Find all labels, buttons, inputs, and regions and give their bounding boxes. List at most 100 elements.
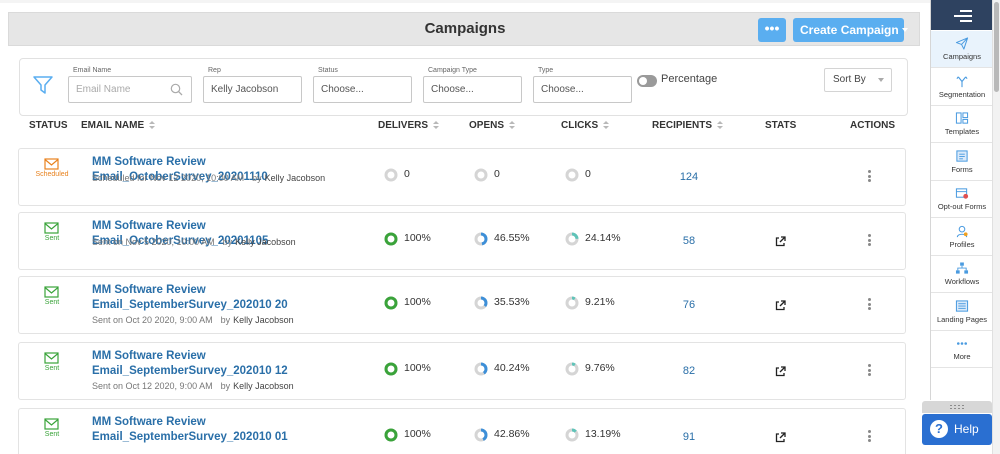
email-name-link[interactable]: MM Software Review Email_OctoberSurvey_2… [92, 156, 268, 183]
email-schedule-info: Sent on Oct 20 2020, 9:00 AM by Kelly Jaco… [92, 315, 294, 325]
recipients-link[interactable]: 76 [682, 299, 696, 311]
status-badge: Scheduled [35, 171, 69, 178]
sidebar-item-templates[interactable]: Templates [931, 106, 993, 143]
filter-funnel-icon[interactable] [32, 74, 54, 96]
email-name-link[interactable]: MM Software Review Email_SeptemberSurvey… [92, 416, 288, 443]
recipients-link[interactable]: 91 [682, 431, 696, 443]
email-name-input[interactable]: Email Name [68, 76, 192, 103]
col-opens[interactable]: OPENS [469, 120, 516, 131]
status-badge: Sent [44, 431, 60, 438]
col-clicks[interactable]: CLICKS [561, 120, 610, 131]
sidebar-item-forms[interactable]: Forms [931, 144, 993, 181]
sidebar-header [931, 0, 993, 30]
create-campaign-label: Create Campaign [800, 23, 899, 37]
rep-input[interactable]: Kelly Jacobson [203, 76, 302, 103]
email-schedule-info: Scheduled for Nov 12 2020, 10:00 AM by Kel… [92, 173, 325, 183]
kebab-menu-icon[interactable] [868, 364, 872, 376]
sidebar-item-label: Segmentation [938, 89, 986, 99]
external-link-icon[interactable] [775, 300, 786, 311]
campaign-row: Scheduled MM Software Review Email_Octobe… [18, 148, 906, 206]
sidebar-item-segmentation[interactable]: Segmentation [931, 69, 993, 106]
sort-by-select[interactable]: Sort By [824, 68, 892, 92]
delivers-value: 100% [404, 296, 431, 308]
email-name-link[interactable]: MM Software Review Email_SeptemberSurvey… [92, 350, 288, 377]
progress-ring-icon [565, 232, 579, 246]
by-label: by [252, 173, 262, 183]
by-label: by [220, 315, 231, 325]
sidebar-item-label: Opt-out Forms [937, 202, 987, 211]
envelope-icon [44, 158, 59, 170]
page-title: Campaigns [424, 20, 506, 37]
sidebar-item-opt-out-forms[interactable]: Opt-out Forms [931, 181, 993, 218]
status-select[interactable]: Choose... [313, 76, 412, 103]
clicks-value: 9.21% [585, 296, 615, 308]
sidebar-item-landing-pages[interactable]: Landing Pages [931, 294, 993, 331]
opt-out-forms-icon [955, 188, 969, 199]
question-mark-icon: ? [930, 420, 948, 438]
help-label: Help [954, 422, 979, 436]
campaign-row: Sent MM Software Review Email_SeptemberSu… [18, 276, 906, 334]
rep-name: Kelly Jacobson [233, 381, 294, 391]
forms-icon [956, 149, 968, 162]
send-date: Scheduled for Nov 12 2020, 10:00 AM [92, 173, 245, 183]
sidebar-item-workflows[interactable]: Workflows [931, 256, 993, 293]
percentage-toggle[interactable] [637, 75, 657, 87]
external-link-icon[interactable] [775, 366, 786, 377]
progress-ring-icon [384, 168, 398, 182]
status-badge: Sent [44, 365, 60, 372]
sort-by-label: Sort By [833, 74, 866, 85]
segmentation-icon [956, 76, 968, 87]
col-status: STATUS [29, 120, 68, 131]
status-badge: Sent [44, 235, 60, 242]
progress-ring-icon [565, 296, 579, 310]
sidebar-item-label: Workflows [944, 277, 980, 286]
help-drag-handle[interactable] [922, 401, 992, 413]
sidebar-item-profiles[interactable]: Profiles [931, 219, 993, 256]
campaign-row: Sent MM Software Review Email_OctoberSurv… [18, 212, 906, 270]
kebab-menu-icon[interactable] [868, 234, 872, 246]
kebab-menu-icon[interactable] [868, 170, 872, 182]
status-label: Status [318, 67, 338, 74]
email-schedule-info: Sent on Nov 5 2020, 10:00 AM by Kelly Jaco… [92, 237, 296, 247]
campaign-type-select[interactable]: Choose... [423, 76, 522, 103]
col-stats: STATS [765, 120, 797, 131]
delivers-value: 100% [404, 232, 431, 244]
email-name-filter: Email Name Email Name [68, 66, 192, 103]
clicks-value: 9.76% [585, 362, 615, 374]
sidebar-item-label: More [953, 352, 971, 361]
opens-value: 35.53% [494, 296, 530, 308]
page-scrollbar[interactable] [992, 0, 1000, 454]
external-link-icon[interactable] [775, 432, 786, 443]
email-schedule-info: Sent on Oct 12 2020, 9:00 AM by Kelly Jaco… [92, 381, 294, 391]
landing-pages-icon [955, 299, 969, 312]
sidebar-item-campaigns[interactable]: Campaigns [931, 31, 993, 68]
col-delivers[interactable]: DELIVERS [378, 120, 440, 131]
kebab-menu-icon[interactable] [868, 298, 872, 310]
email-name-link[interactable]: MM Software Review Email_SeptemberSurvey… [92, 284, 288, 311]
col-recipients[interactable]: RECIPIENTS [652, 120, 724, 131]
kebab-menu-icon[interactable] [868, 430, 872, 442]
more-options-button[interactable]: ••• [758, 18, 786, 42]
external-link-icon[interactable] [775, 236, 786, 247]
hamburger-menu-icon[interactable] [954, 10, 972, 22]
templates-icon [955, 112, 969, 124]
grip-dots-icon [949, 404, 965, 409]
rep-name: Kelly Jacobson [233, 315, 294, 325]
type-select[interactable]: Choose... [533, 76, 632, 103]
scrollbar-thumb[interactable] [994, 2, 999, 92]
recipients-link[interactable]: 82 [682, 365, 696, 377]
search-icon [170, 83, 183, 96]
opens-value: 46.55% [494, 232, 530, 244]
email-name-link[interactable]: MM Software Review Email_OctoberSurvey_2… [92, 220, 269, 247]
recipients-link[interactable]: 58 [682, 235, 696, 247]
col-email-name[interactable]: EMAIL NAME [81, 120, 156, 131]
rep-name: Kelly Jacobson [235, 237, 296, 247]
sidebar-item-more[interactable]: More [931, 331, 993, 368]
main-content: Campaigns ••• Create Campaign Email Name… [8, 12, 920, 454]
paper-plane-icon [955, 37, 969, 50]
send-date: Sent on Oct 20 2020, 9:00 AM [92, 315, 213, 325]
create-campaign-button[interactable]: Create Campaign [793, 18, 908, 42]
progress-ring-icon [474, 232, 488, 246]
help-button[interactable]: ? Help [922, 414, 992, 445]
recipients-link[interactable]: 124 [679, 171, 699, 183]
